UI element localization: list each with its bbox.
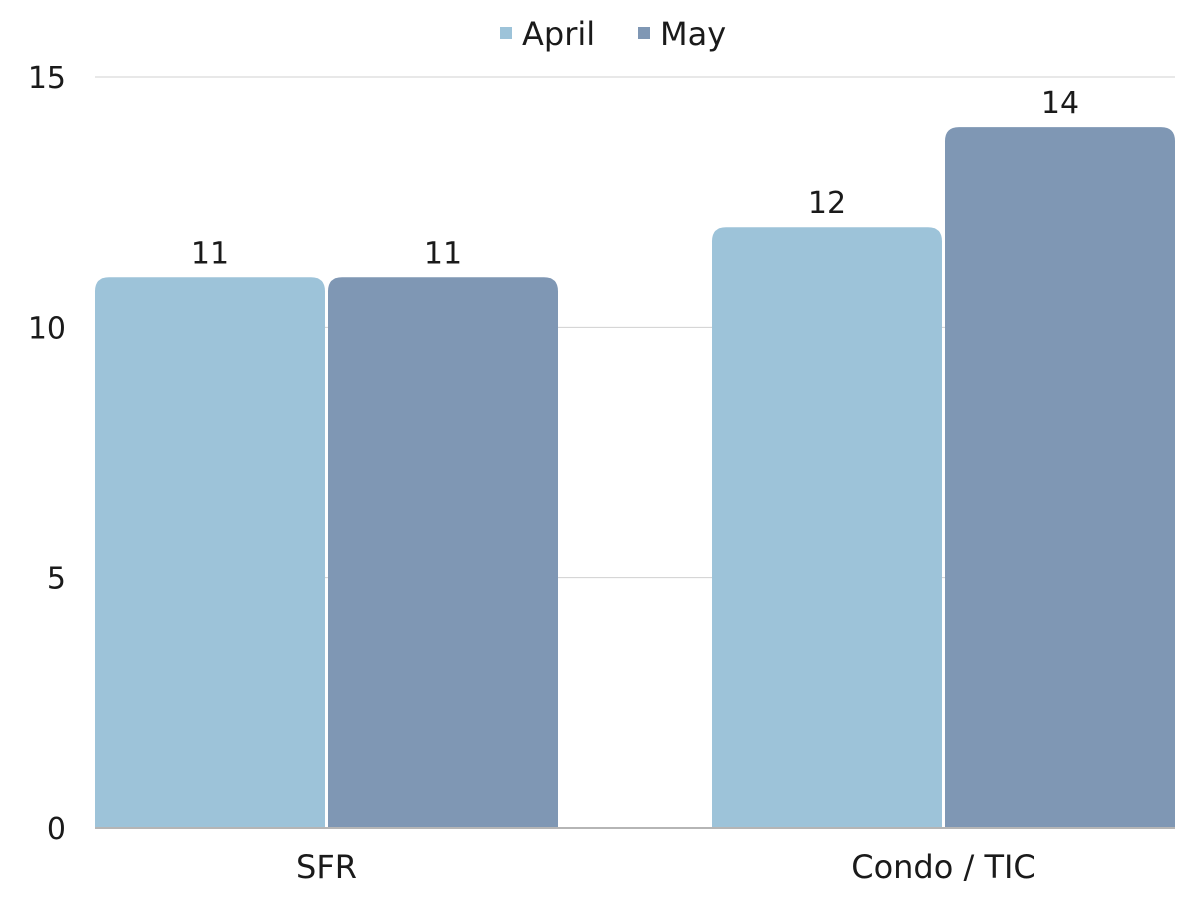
bar-april-0 bbox=[95, 277, 325, 828]
legend-swatch-may bbox=[638, 27, 650, 39]
y-tick-label: 10 bbox=[28, 311, 66, 346]
data-label: 14 bbox=[1041, 86, 1079, 121]
y-tick-label: 0 bbox=[47, 812, 66, 847]
x-category-label: SFR bbox=[296, 848, 357, 886]
legend-swatch-april bbox=[500, 27, 512, 39]
legend-label-april: April bbox=[522, 15, 595, 53]
legend: April May bbox=[500, 15, 726, 53]
y-tick-label: 5 bbox=[47, 562, 66, 597]
x-category-label: Condo / TIC bbox=[851, 848, 1036, 886]
data-label: 11 bbox=[191, 236, 229, 271]
bar-may-1 bbox=[945, 127, 1175, 829]
axes: 0 5 10 15 SFR Condo / TIC bbox=[28, 61, 1175, 886]
data-label: 11 bbox=[424, 236, 462, 271]
bars bbox=[95, 127, 1175, 829]
y-tick-label: 15 bbox=[28, 61, 66, 96]
data-labels: 11 11 12 14 bbox=[191, 86, 1079, 271]
data-label: 12 bbox=[808, 186, 846, 221]
bar-april-1 bbox=[712, 227, 942, 828]
bar-may-0 bbox=[328, 277, 558, 828]
legend-label-may: May bbox=[660, 15, 726, 53]
